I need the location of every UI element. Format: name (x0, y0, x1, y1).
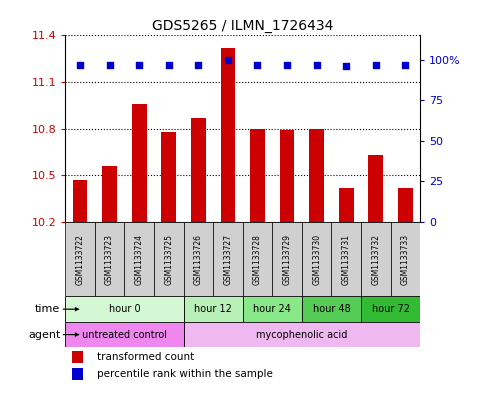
Bar (191, 118, 206, 222)
Bar (95, 222, 125, 296)
Bar (339, 188, 354, 222)
Bar (65, 296, 184, 322)
Text: percentile rank within the sample: percentile rank within the sample (97, 369, 273, 379)
Bar (221, 48, 235, 222)
Point (401, 61, 409, 68)
Text: GSM1133730: GSM1133730 (312, 233, 321, 285)
Bar (242, 296, 302, 322)
Point (342, 63, 350, 69)
Bar (184, 322, 420, 347)
Point (76, 61, 84, 68)
Point (313, 61, 321, 68)
Bar (65, 222, 95, 296)
Text: GSM1133725: GSM1133725 (164, 234, 173, 285)
Bar (102, 166, 117, 222)
Bar (398, 188, 413, 222)
Bar (369, 155, 383, 222)
Text: GSM1133732: GSM1133732 (371, 234, 380, 285)
Text: GSM1133731: GSM1133731 (342, 234, 351, 285)
Point (254, 61, 261, 68)
Text: hour 48: hour 48 (313, 304, 350, 314)
Bar (250, 129, 265, 222)
Bar (65, 322, 184, 347)
Bar (132, 104, 146, 222)
Text: GSM1133726: GSM1133726 (194, 234, 203, 285)
Point (135, 61, 143, 68)
Point (372, 61, 380, 68)
Text: transformed count: transformed count (97, 352, 194, 362)
Bar (154, 222, 184, 296)
Text: hour 72: hour 72 (371, 304, 410, 314)
Text: mycophenolic acid: mycophenolic acid (256, 330, 348, 340)
Bar (361, 222, 391, 296)
Bar (72, 351, 83, 363)
Bar (272, 222, 302, 296)
Point (165, 61, 172, 68)
Point (224, 57, 232, 63)
Bar (125, 222, 154, 296)
Text: untreated control: untreated control (82, 330, 167, 340)
Text: GSM1133723: GSM1133723 (105, 234, 114, 285)
Bar (161, 132, 176, 222)
Bar (361, 296, 420, 322)
Bar (309, 129, 324, 222)
Text: GSM1133727: GSM1133727 (224, 234, 232, 285)
Bar (184, 222, 213, 296)
Text: GSM1133729: GSM1133729 (283, 234, 292, 285)
Bar (302, 222, 331, 296)
Text: GSM1133724: GSM1133724 (135, 234, 143, 285)
Bar (242, 222, 272, 296)
Text: agent: agent (28, 330, 60, 340)
Bar (72, 367, 83, 380)
Bar (391, 222, 420, 296)
Text: hour 24: hour 24 (254, 304, 291, 314)
Point (195, 61, 202, 68)
Bar (280, 130, 295, 222)
Text: GSM1133728: GSM1133728 (253, 234, 262, 285)
Bar (72, 180, 87, 222)
Bar (331, 222, 361, 296)
Text: GSM1133733: GSM1133733 (401, 233, 410, 285)
Bar (213, 222, 242, 296)
Text: time: time (35, 304, 60, 314)
Bar (184, 296, 242, 322)
Text: hour 12: hour 12 (194, 304, 232, 314)
Point (283, 61, 291, 68)
Text: GSM1133722: GSM1133722 (75, 234, 85, 285)
Text: hour 0: hour 0 (109, 304, 140, 314)
Bar (302, 296, 361, 322)
Title: GDS5265 / ILMN_1726434: GDS5265 / ILMN_1726434 (152, 19, 333, 33)
Point (106, 61, 114, 68)
